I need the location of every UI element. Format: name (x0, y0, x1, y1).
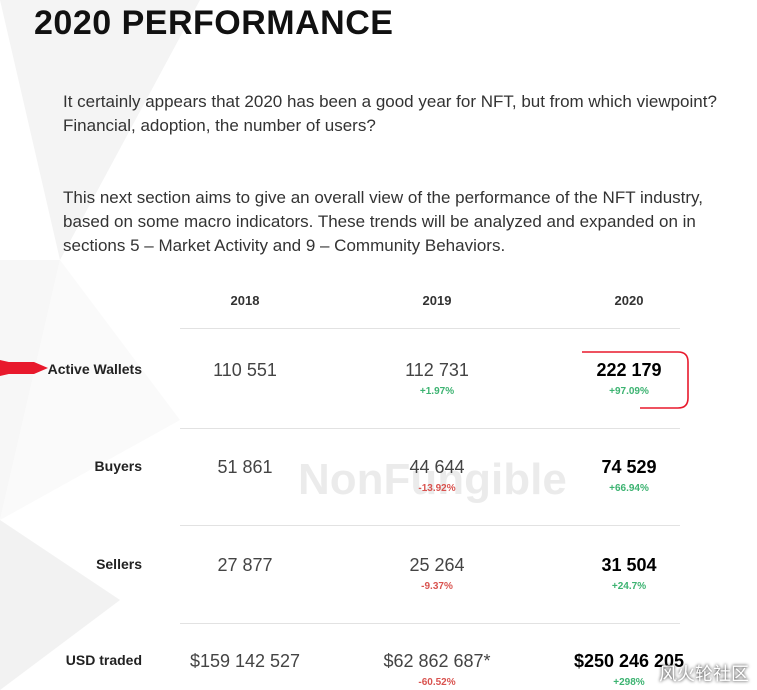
paragraph: It certainly appears that 2020 has been … (63, 92, 717, 135)
cell-value: 222 179 (596, 360, 662, 380)
column-header: 2019 (422, 293, 452, 308)
cell-change: -9.37% (421, 581, 453, 592)
cell-value: $62 862 687* (383, 651, 491, 671)
cell-change: +24.7% (611, 581, 647, 592)
cell-change: -13.92% (418, 483, 456, 494)
column-header: 2020 (614, 293, 644, 308)
row-label: Buyers (94, 458, 142, 474)
cell-value: 110 551 (213, 360, 277, 380)
separator (180, 328, 680, 329)
cell-change: +298% (613, 677, 645, 688)
cell-value: 31 504 (601, 555, 657, 575)
separator (180, 623, 680, 624)
column-header: 2018 (230, 293, 260, 308)
highlight-box (582, 351, 689, 409)
cell-value: 51 861 (217, 457, 273, 477)
paragraph: This next section aims to give an overal… (63, 188, 703, 255)
separator (180, 525, 680, 526)
cell-value: 74 529 (601, 457, 657, 477)
cell-value: 27 877 (217, 555, 273, 575)
cell-value: $250 246 205 (573, 651, 685, 671)
cell-value: 44 644 (409, 457, 465, 477)
source-mark: 风火轮社区 (659, 664, 749, 684)
cell-value: 25 264 (409, 555, 465, 575)
row-label: Active Wallets (47, 361, 142, 377)
row-label: Sellers (96, 556, 142, 572)
arrow (0, 362, 48, 374)
cell-value: $159 142 527 (189, 651, 301, 671)
row-label: USD traded (65, 652, 142, 668)
separator (180, 428, 680, 429)
cell-change: +66.94% (609, 483, 649, 494)
title: 2020 PERFORMANCE (34, 4, 394, 42)
cell-change: +97.09% (609, 386, 649, 397)
cell-change: -60.52% (418, 677, 456, 688)
cell-value: 112 731 (405, 360, 469, 380)
cell-change: +1.97% (419, 386, 455, 397)
watermark: NonFungible (298, 455, 567, 504)
